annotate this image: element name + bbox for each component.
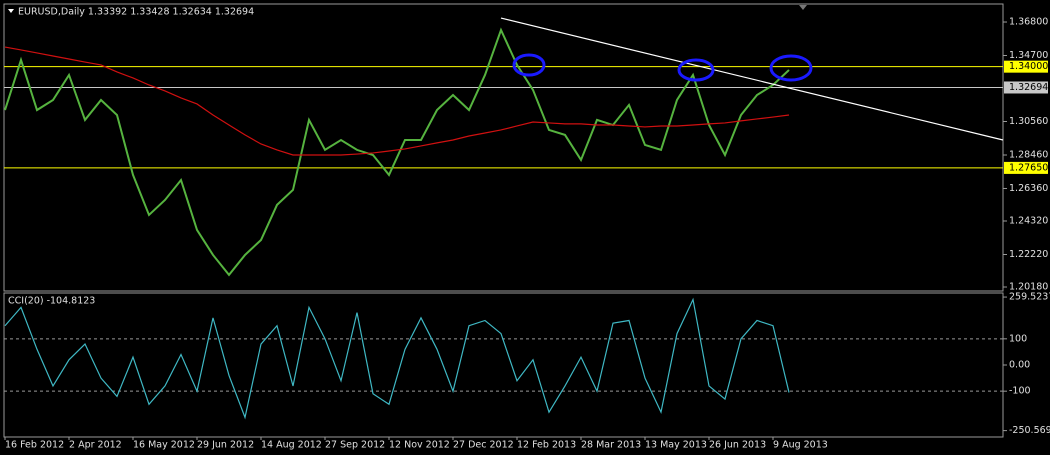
y-tick-label: -100	[1009, 386, 1031, 397]
y-tick-label: 1.30560	[1009, 116, 1048, 127]
annotations	[512, 53, 813, 82]
x-tick-label: 12 Nov 2012	[389, 440, 450, 451]
x-tick-label: 27 Dec 2012	[453, 440, 514, 451]
series-line	[4, 297, 790, 420]
trendline	[500, 17, 1004, 141]
y-tick-label: 0.00	[1009, 360, 1030, 371]
price-label: 1.32694	[1009, 82, 1048, 93]
menu-arrow	[8, 9, 14, 13]
x-tick-label: 27 Sep 2012	[325, 440, 385, 451]
price-label-box	[1004, 81, 1048, 94]
y-tick-label: 1.24320	[1009, 216, 1048, 227]
price-label-box	[1004, 161, 1048, 174]
price-label: 1.27650	[1009, 162, 1048, 173]
x-tick-label: 28 Mar 2013	[581, 440, 641, 451]
y-tick-label: 1.28460	[1009, 149, 1048, 160]
main-panel	[3, 3, 1004, 292]
x-tick-label: 16 May 2012	[133, 440, 195, 451]
x-tick-label: 12 Feb 2013	[517, 440, 576, 451]
y-tick-label: 100	[1009, 333, 1027, 344]
series-line	[4, 46, 790, 156]
x-tick-label: 14 Aug 2012	[261, 440, 322, 451]
indicator-title: CCI(20) -104.8123	[8, 296, 95, 307]
x-tick-label: 26 Jun 2013	[709, 440, 766, 451]
y-tick-label: 1.34700	[1009, 50, 1048, 61]
chart-title: EURUSD,Daily 1.33392 1.33428 1.32634 1.3…	[18, 7, 254, 18]
shift-marker	[799, 5, 807, 10]
y-tick-label: 1.36800	[1009, 17, 1048, 28]
x-tick-label: 16 Feb 2012	[5, 440, 64, 451]
highlight-circle	[769, 54, 813, 82]
highlight-circle	[677, 58, 715, 82]
series-line	[4, 27, 790, 277]
price-label-box	[1004, 60, 1048, 73]
price-label: 1.34000	[1009, 61, 1048, 72]
x-tick-label: 9 Aug 2013	[773, 440, 828, 451]
y-tick-label: 1.26360	[1009, 183, 1048, 194]
y-tick-label: 1.20180	[1009, 282, 1048, 293]
y-tick-label: -250.569	[1009, 425, 1050, 436]
highlight-circle	[512, 53, 546, 77]
y-tick-label: 1.22220	[1009, 249, 1048, 260]
x-tick-label: 13 May 2013	[645, 440, 707, 451]
x-tick-label: 2 Apr 2012	[69, 440, 122, 451]
y-tick-label: 259.5237	[1009, 292, 1050, 303]
x-tick-label: 29 Jun 2012	[197, 440, 254, 451]
